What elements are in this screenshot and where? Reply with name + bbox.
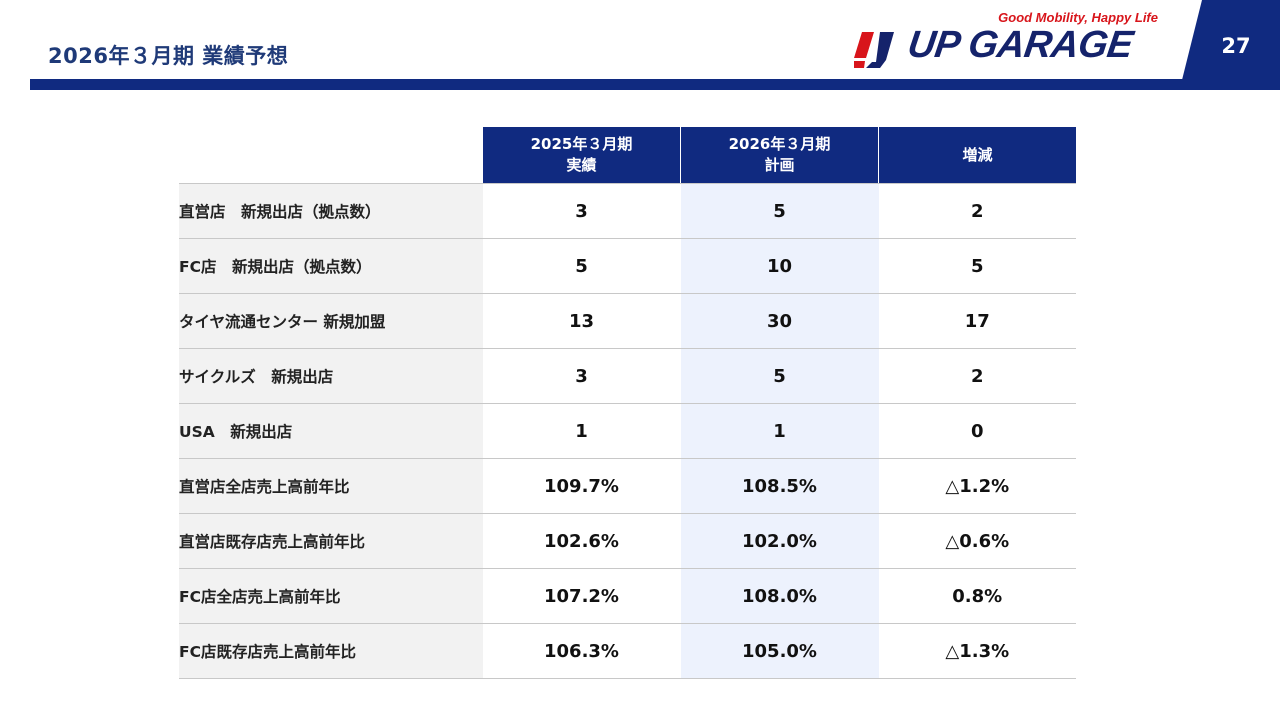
row-label: USA 新規出店 [179, 403, 483, 459]
page-number: 27 [1221, 34, 1251, 58]
column-header-line: 計画 [764, 156, 795, 174]
actual-value: 3 [482, 348, 681, 404]
plan-value: 30 [680, 293, 879, 349]
column-header-line: 2025年３月期 [530, 135, 633, 153]
column-header-actual: 2025年３月期 実績 [482, 127, 681, 184]
row-label: タイヤ流通センター 新規加盟 [179, 293, 483, 349]
table-row: FC店 新規出店（拠点数） 5 10 5 [179, 238, 1076, 294]
column-header-line: 実績 [566, 156, 597, 174]
plan-value: 5 [680, 348, 879, 404]
column-header-line: 2026年３月期 [728, 135, 831, 153]
actual-value: 102.6% [482, 513, 681, 569]
row-label: 直営店 新規出店（拠点数） [179, 183, 483, 239]
page-title: 2026年３月期 業績予想 [48, 44, 289, 68]
plan-value: 10 [680, 238, 879, 294]
change-value: △0.6% [878, 513, 1076, 569]
table-row: 直営店 新規出店（拠点数） 3 5 2 [179, 183, 1076, 239]
header-divider-bar [30, 79, 1280, 90]
logo-tagline: Good Mobility, Happy Life [998, 10, 1158, 25]
plan-value: 1 [680, 403, 879, 459]
column-header-line: 増減 [962, 145, 993, 164]
actual-value: 5 [482, 238, 681, 294]
actual-value: 13 [482, 293, 681, 349]
table-corner-cell [179, 127, 483, 184]
actual-value: 109.7% [482, 458, 681, 514]
table-row: USA 新規出店 1 1 0 [179, 403, 1076, 459]
table-header-row: 2025年３月期 実績 2026年３月期 計画 増減 [179, 127, 1076, 184]
actual-value: 1 [482, 403, 681, 459]
table-row: 直営店既存店売上高前年比 102.6% 102.0% △0.6% [179, 513, 1076, 569]
change-value: 2 [878, 348, 1076, 404]
table-row: サイクルズ 新規出店 3 5 2 [179, 348, 1076, 404]
actual-value: 106.3% [482, 623, 681, 679]
change-value: △1.2% [878, 458, 1076, 514]
row-label: FC店既存店売上高前年比 [179, 623, 483, 679]
plan-value: 5 [680, 183, 879, 239]
column-header-plan: 2026年３月期 計画 [680, 127, 879, 184]
row-label: FC店 新規出店（拠点数） [179, 238, 483, 294]
change-value: △1.3% [878, 623, 1076, 679]
table-row: FC店全店売上高前年比 107.2% 108.0% 0.8% [179, 568, 1076, 624]
logo-mark-icon [854, 32, 894, 68]
row-label: 直営店既存店売上高前年比 [179, 513, 483, 569]
forecast-table: 2025年３月期 実績 2026年３月期 計画 増減 直営店 新規出店（拠点数）… [179, 127, 1076, 679]
table-row: 直営店全店売上高前年比 109.7% 108.5% △1.2% [179, 458, 1076, 514]
change-value: 0.8% [878, 568, 1076, 624]
plan-value: 108.0% [680, 568, 879, 624]
plan-value: 102.0% [680, 513, 879, 569]
change-value: 17 [878, 293, 1076, 349]
logo-wordmark: UP GARAGE [905, 24, 1136, 66]
change-value: 5 [878, 238, 1076, 294]
change-value: 0 [878, 403, 1076, 459]
table-row: タイヤ流通センター 新規加盟 13 30 17 [179, 293, 1076, 349]
row-label: サイクルズ 新規出店 [179, 348, 483, 404]
row-label: 直営店全店売上高前年比 [179, 458, 483, 514]
change-value: 2 [878, 183, 1076, 239]
row-label: FC店全店売上高前年比 [179, 568, 483, 624]
column-header-change: 増減 [878, 127, 1076, 184]
table-row: FC店既存店売上高前年比 106.3% 105.0% △1.3% [179, 623, 1076, 679]
plan-value: 108.5% [680, 458, 879, 514]
plan-value: 105.0% [680, 623, 879, 679]
actual-value: 107.2% [482, 568, 681, 624]
actual-value: 3 [482, 183, 681, 239]
up-garage-logo: Good Mobility, Happy Life UP GARAGE [850, 6, 1180, 72]
